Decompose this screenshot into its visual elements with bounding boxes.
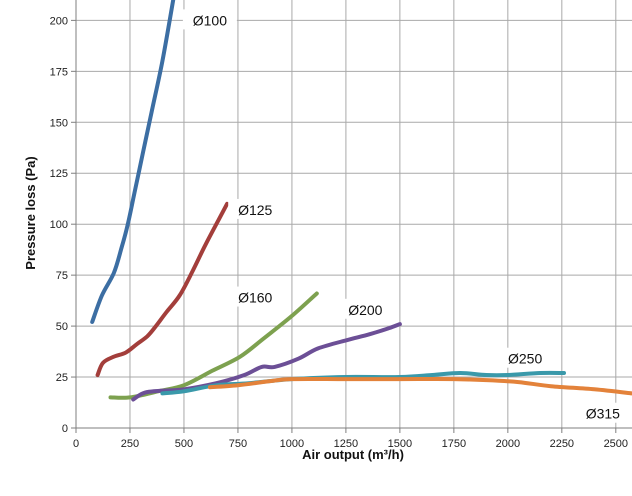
x-tick-label: 1250 bbox=[334, 438, 358, 450]
series-line-4 bbox=[160, 370, 566, 396]
series-label: Ø250 bbox=[508, 351, 542, 367]
series-line-1 bbox=[95, 201, 230, 377]
x-tick-label: 2000 bbox=[496, 438, 520, 450]
y-tick-label: 100 bbox=[50, 219, 68, 231]
x-tick-label: 1000 bbox=[280, 438, 304, 450]
x-axis-title: Air output (m³/h) bbox=[302, 447, 404, 462]
series-label: Ø315 bbox=[586, 406, 620, 422]
y-tick-label: 125 bbox=[50, 168, 68, 180]
y-axis-title: Pressure loss (Pa) bbox=[23, 156, 38, 269]
y-tick-label: 200 bbox=[50, 15, 68, 27]
series-label: Ø100 bbox=[193, 12, 227, 28]
series-lines bbox=[90, 0, 632, 402]
series-label: Ø200 bbox=[348, 302, 382, 318]
x-tick-label: 1750 bbox=[442, 438, 466, 450]
x-tick-label: 750 bbox=[229, 438, 247, 450]
x-tick-label: 0 bbox=[73, 438, 79, 450]
series-line-0 bbox=[90, 0, 176, 324]
y-tick-label: 25 bbox=[56, 372, 68, 384]
x-tick-label: 500 bbox=[175, 438, 193, 450]
x-tick-label: 2500 bbox=[604, 438, 628, 450]
tick-labels: 0 250 500 750 1000 1250 1500 1750 2000 2250 2500 0 2… bbox=[50, 15, 628, 450]
series-line-3 bbox=[131, 322, 402, 402]
x-tick-label: 250 bbox=[121, 438, 139, 450]
y-tick-label: 50 bbox=[56, 321, 68, 333]
series-label-bg bbox=[228, 286, 283, 307]
y-tick-label: 0 bbox=[62, 423, 68, 435]
series-label-bg bbox=[575, 402, 630, 423]
y-tick-label: 175 bbox=[50, 66, 68, 78]
x-tick-label: 1500 bbox=[388, 438, 412, 450]
series-label-bg bbox=[338, 298, 393, 319]
series-label-bg bbox=[182, 9, 237, 30]
y-tick-label: 75 bbox=[56, 270, 68, 282]
series-label-bg bbox=[228, 198, 283, 219]
series-label: Ø125 bbox=[238, 202, 272, 218]
x-tick-label: 2250 bbox=[550, 438, 574, 450]
axes bbox=[71, 0, 632, 433]
grid bbox=[76, 0, 632, 428]
series-label: Ø160 bbox=[238, 290, 272, 306]
series-line-5 bbox=[207, 376, 632, 396]
series-labels: Ø100 Ø125 Ø160 Ø200 Ø250 Ø315 bbox=[182, 9, 630, 423]
series-label-bg bbox=[498, 347, 553, 368]
y-tick-label: 150 bbox=[50, 117, 68, 129]
